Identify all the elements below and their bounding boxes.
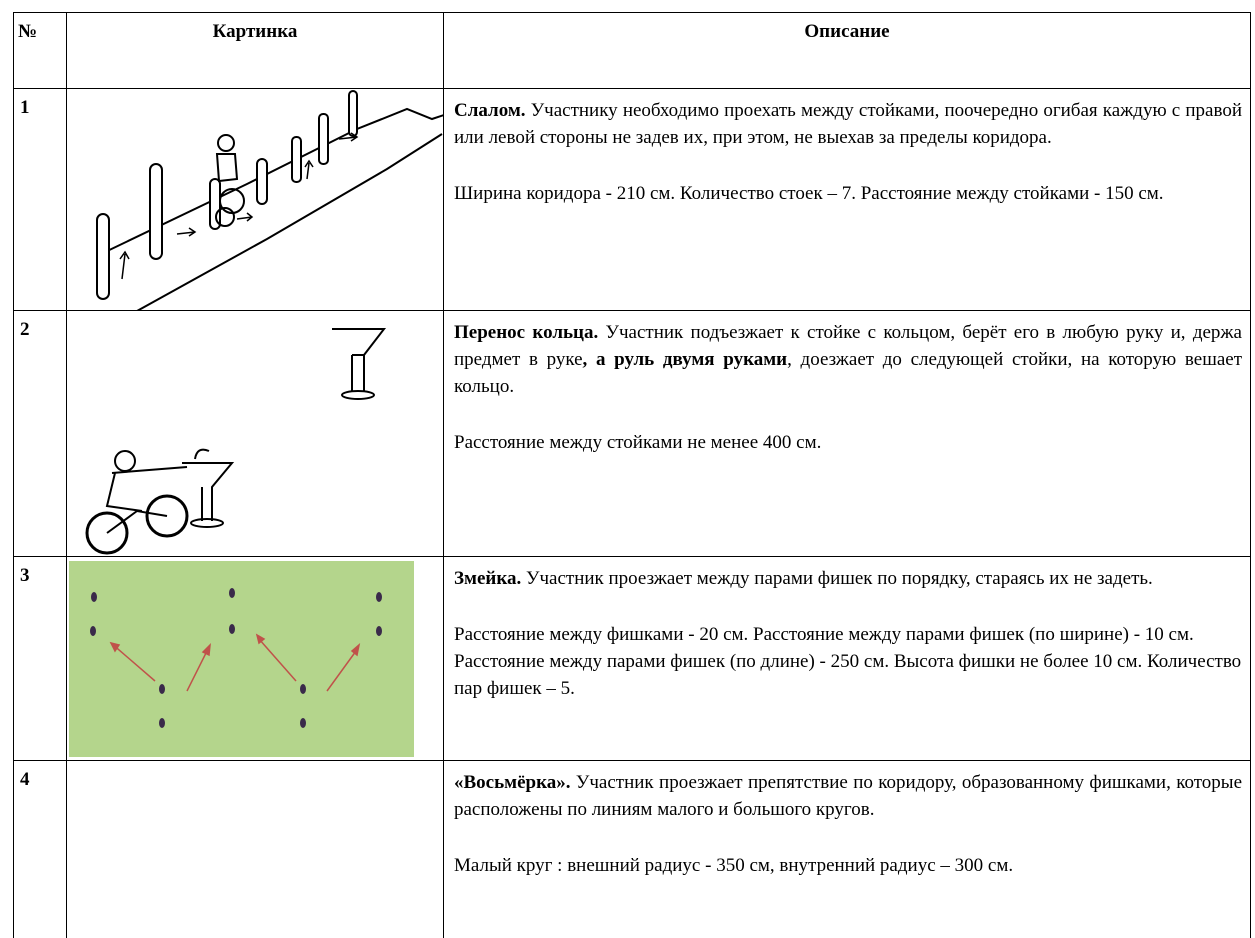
paragraph: Перенос кольца. Участник подъезжает к ст…: [454, 319, 1242, 400]
header-cell: №: [13, 12, 67, 89]
description-cell: Перенос кольца. Участник подъезжает к ст…: [443, 310, 1251, 557]
text: Участник подъезжает к стойке с кольцом, …: [454, 322, 1242, 370]
picture-cell: [66, 310, 444, 557]
text: Участник проезжает препятствие по коридо…: [454, 772, 1242, 820]
text: , а руль двумя руками: [582, 349, 788, 370]
row: 3 Змейка. Участник пр: [13, 556, 1251, 761]
row-number: 1: [13, 88, 67, 311]
snake-picture: [69, 561, 414, 757]
text: Змейка.: [454, 568, 522, 589]
header-cell: Картинка: [66, 12, 444, 89]
row-number: 3: [13, 556, 67, 761]
header-cell: Описание: [443, 12, 1251, 89]
paragraph: «Восьмёрка». Участник проезжает препятст…: [454, 769, 1242, 823]
paragraph: Расстояние между стойками не менее 400 с…: [454, 429, 1242, 456]
picture-cell: [66, 88, 444, 311]
text: Малый круг : внешний радиус - 350 см, вн…: [454, 855, 1014, 876]
text: Ширина коридора - 210 см. Количество сто…: [454, 183, 1164, 204]
picture-cell: [66, 556, 444, 761]
slalom-picture: [96, 90, 444, 310]
text: Слалом.: [454, 100, 526, 121]
paragraph: Змейка. Участник проезжает между парами …: [454, 565, 1242, 592]
text: Расстояние между стойками не менее 400 с…: [454, 432, 822, 453]
task-table: № Картинка Описание 1: [13, 12, 1251, 938]
ring-picture: [85, 328, 387, 555]
text: , доезжает до следующей стойки, на котор…: [454, 349, 1243, 397]
text: «Восьмёрка».: [454, 772, 571, 793]
row-number: 4: [13, 760, 67, 938]
description-cell: Слалом. Участнику необходимо проехать ме…: [443, 88, 1251, 311]
text: Перенос кольца.: [454, 322, 599, 343]
row-number: 2: [13, 310, 67, 557]
paragraph: Расстояние между фишками - 20 см. Рассто…: [454, 621, 1242, 702]
paragraph: Слалом. Участнику необходимо проехать ме…: [454, 97, 1242, 151]
text: Участник проезжает между парами фишек по…: [521, 568, 1153, 589]
text: Расстояние между фишками - 20 см. Рассто…: [454, 624, 1242, 699]
row: 1: [13, 88, 1251, 311]
description-cell: Змейка. Участник проезжает между парами …: [443, 556, 1251, 761]
text: Участнику необходимо проехать между стой…: [454, 100, 1242, 148]
row: 2 Перенос кольца. Участник подъезжает к …: [13, 310, 1251, 557]
paragraph: Ширина коридора - 210 см. Количество сто…: [454, 180, 1242, 207]
row: 4 «Восьмёрка». Участник проезжает препят…: [13, 760, 1251, 938]
paragraph: Малый круг : внешний радиус - 350 см, вн…: [454, 852, 1242, 879]
header-row: № Картинка Описание: [13, 12, 1251, 89]
description-cell: «Восьмёрка». Участник проезжает препятст…: [443, 760, 1251, 938]
picture-cell: [66, 760, 444, 938]
